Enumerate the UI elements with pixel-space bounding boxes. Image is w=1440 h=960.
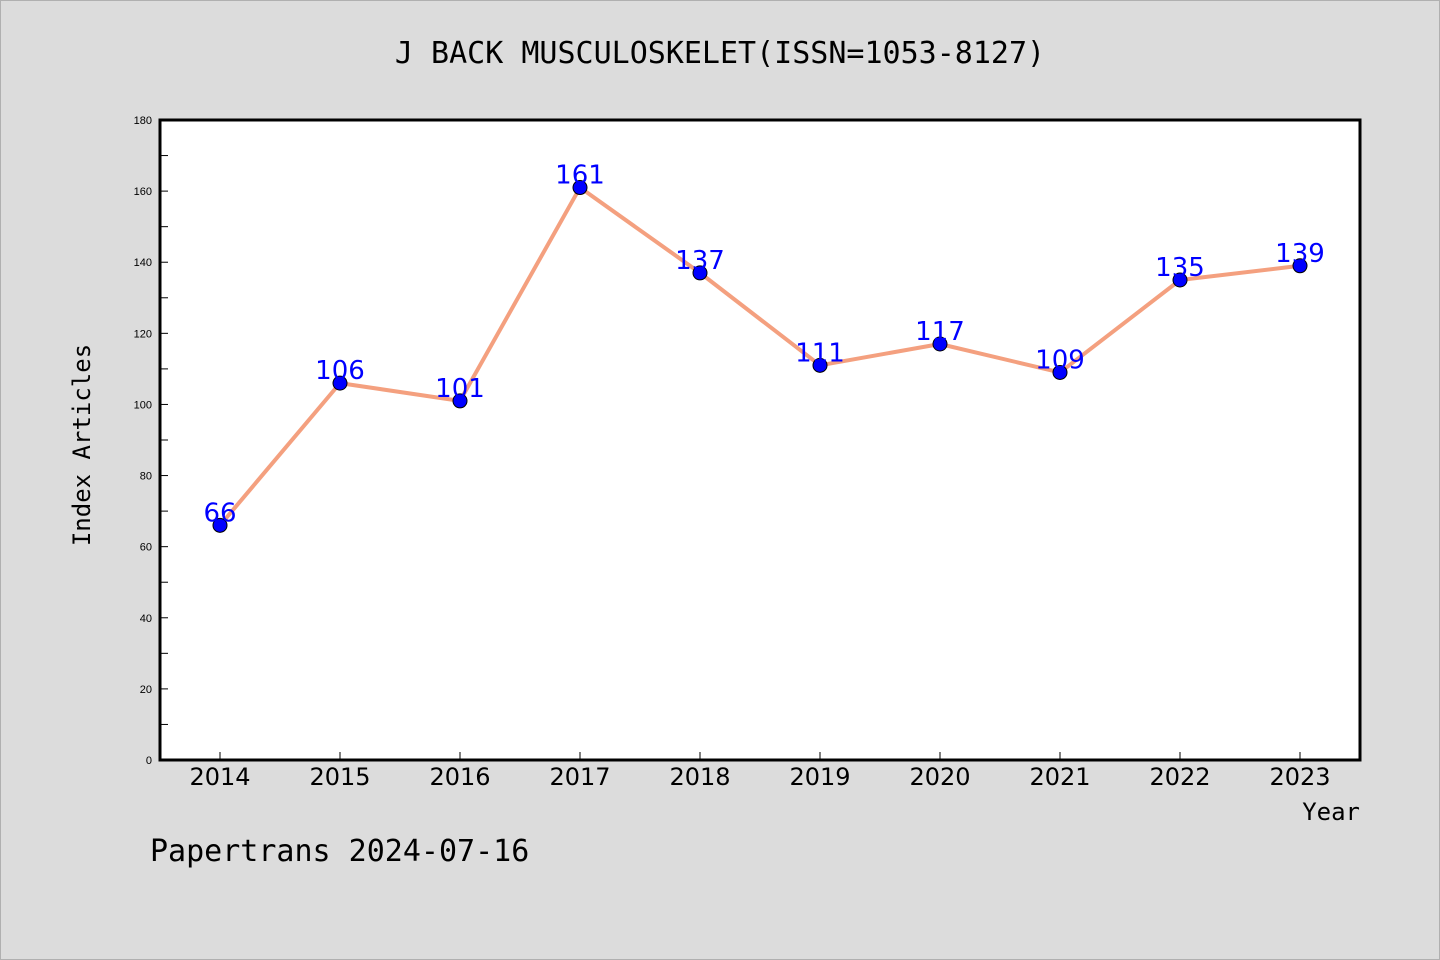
y-axis-title: Index Articles xyxy=(68,344,96,546)
data-point xyxy=(1292,258,1308,274)
x-tick-label: 2023 xyxy=(1269,763,1330,791)
x-tick-label: 2022 xyxy=(1149,763,1210,791)
x-tick-label: 2019 xyxy=(789,763,850,791)
y-tick-label: 120 xyxy=(134,328,152,340)
data-labels: 66 106 101 161 137 111 117 109 135 139 xyxy=(203,161,1324,529)
data-point xyxy=(212,517,228,533)
data-point xyxy=(932,336,948,352)
y-tick-label: 80 xyxy=(140,471,152,483)
x-axis-title: Year xyxy=(1302,798,1360,826)
data-point xyxy=(1052,364,1068,380)
plot-area xyxy=(158,118,1362,762)
data-point xyxy=(1172,272,1188,288)
y-tick-label: 140 xyxy=(134,257,152,269)
data-point xyxy=(452,393,468,409)
x-tick-label: 2018 xyxy=(669,763,730,791)
data-label: 106 xyxy=(315,356,365,386)
data-label: 161 xyxy=(555,161,605,191)
y-axis-ticks: 0 20 40 60 80 100 120 140 160 180 xyxy=(134,115,168,767)
data-label: 101 xyxy=(435,374,485,404)
data-label: 139 xyxy=(1275,239,1325,269)
data-label: 137 xyxy=(675,246,725,276)
x-tick-label: 2014 xyxy=(189,763,250,791)
x-tick-label: 2016 xyxy=(429,763,490,791)
chart-title: J BACK MUSCULOSKELET(ISSN=1053-8127) xyxy=(394,36,1046,71)
data-point xyxy=(812,357,828,373)
x-axis-ticks: 2014 2015 2016 2017 2018 2019 2020 2021 2022 2023 xyxy=(189,752,1331,791)
y-tick-label: 20 xyxy=(140,684,152,696)
data-point xyxy=(332,375,348,391)
y-tick-label: 60 xyxy=(140,542,152,554)
x-tick-label: 2021 xyxy=(1029,763,1090,791)
data-label: 135 xyxy=(1155,253,1205,283)
data-markers xyxy=(212,180,1308,533)
footer-source-date: Papertrans 2024-07-16 xyxy=(150,834,530,869)
data-label: 117 xyxy=(915,317,965,347)
data-point xyxy=(572,180,588,196)
y-tick-label: 40 xyxy=(140,613,152,625)
data-point xyxy=(692,265,708,281)
x-tick-label: 2015 xyxy=(309,763,370,791)
x-tick-label: 2017 xyxy=(549,763,610,791)
y-tick-label: 0 xyxy=(146,755,152,767)
series-line xyxy=(218,185,1301,527)
x-tick-label: 2020 xyxy=(909,763,970,791)
y-tick-label: 100 xyxy=(134,399,152,411)
y-tick-label: 180 xyxy=(134,115,152,127)
data-label: 66 xyxy=(203,498,236,528)
data-label: 109 xyxy=(1035,345,1085,375)
y-tick-label: 160 xyxy=(134,186,152,198)
data-label: 111 xyxy=(795,338,845,368)
